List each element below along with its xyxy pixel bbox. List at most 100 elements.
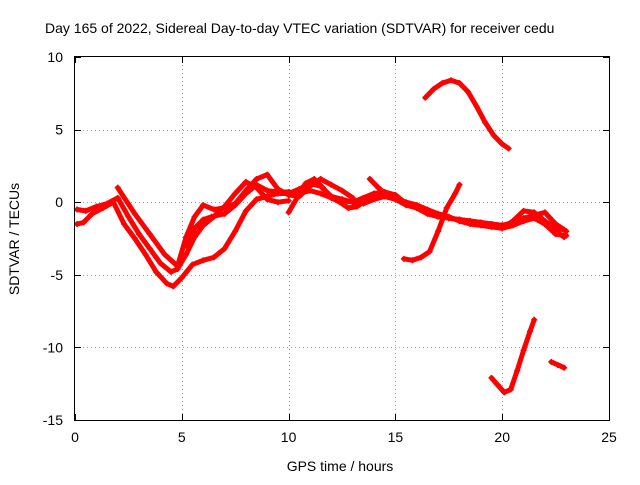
series-line [74,179,292,275]
data-point [336,199,343,206]
y-axis-label: SDTVAR / TECUs [6,183,22,295]
data-series-track-4 [183,181,568,249]
data-point [208,213,215,220]
data-point [328,181,335,188]
data-point [505,145,512,152]
data-point [456,80,463,87]
data-point [447,77,454,84]
data-point [110,199,117,206]
data-point [366,175,373,182]
chart-title: Day 165 of 2022, Sidereal Day-to-day VTE… [45,20,554,36]
data-series-track-6 [366,175,568,241]
data-point [146,231,153,238]
data-point [191,213,198,220]
data-point [541,220,548,227]
data-point [153,268,160,275]
data-point [501,389,508,396]
data-point [561,364,568,371]
data-point [353,203,360,210]
y-tick-label: -15 [43,412,63,428]
data-point [210,206,217,213]
series-line [422,77,512,151]
data-point [494,382,501,389]
data-point [221,210,228,217]
data-point [383,191,390,198]
data-point [552,228,559,235]
data-point [328,194,335,201]
data-point [349,199,356,206]
data-point [232,228,239,235]
y-tick-label: 0 [55,194,63,210]
series-line [367,176,567,240]
x-tick-label: 25 [601,429,617,445]
data-point [561,226,568,233]
data-point [520,218,527,225]
data-point [509,222,516,229]
data-point [200,202,207,209]
data-point [311,175,318,182]
data-point [362,197,369,204]
data-point [74,220,81,227]
data-point [435,228,442,235]
data-series-track-9 [488,316,538,396]
data-point [418,254,425,261]
x-tick-label: 5 [178,429,186,445]
data-point [114,194,121,201]
data-point [548,358,555,365]
data-point [274,189,281,196]
plot-frame [74,56,610,421]
data-point [482,119,489,126]
y-tick-label: 10 [47,49,63,65]
data-point [253,175,260,182]
data-point [285,197,292,204]
x-tick-label: 10 [281,429,297,445]
data-point [157,260,164,267]
data-point [125,213,132,220]
data-point [317,190,324,197]
data-point [264,187,271,194]
data-series-track-7 [400,181,463,264]
data-point [253,181,260,188]
data-point [488,223,495,230]
x-tick-label: 0 [71,429,79,445]
x-axis-label: GPS time / hours [287,458,394,474]
data-point [424,206,431,213]
y-tick-label: -5 [51,267,64,283]
data-point [242,178,249,185]
data-point [168,268,175,275]
data-point [161,251,168,258]
data-point [232,202,239,209]
data-series-track-10 [548,358,568,371]
data-point [514,367,521,374]
data-point [121,220,128,227]
x-tick-label: 15 [388,429,404,445]
data-point [400,255,407,262]
data-point [114,184,121,191]
data-point [183,242,190,249]
data-point [435,210,442,217]
data-point [221,205,228,212]
data-point [80,219,87,226]
data-point [499,141,506,148]
data-point [200,257,207,264]
data-point [285,209,292,216]
data-point [413,202,420,209]
data-point [443,205,450,212]
data-point [409,257,416,264]
data-point [520,207,527,214]
data-point [221,245,228,252]
data-point [507,386,514,393]
data-point [136,231,143,238]
data-point [183,251,190,258]
data-point [189,261,196,268]
data-point [488,374,495,381]
grid-layer [75,57,609,420]
data-point [306,187,313,194]
data-point [285,189,292,196]
data-point [82,207,89,214]
data-point [274,199,281,206]
data-point [561,234,568,241]
data-point [499,225,506,232]
data-point [345,205,352,212]
